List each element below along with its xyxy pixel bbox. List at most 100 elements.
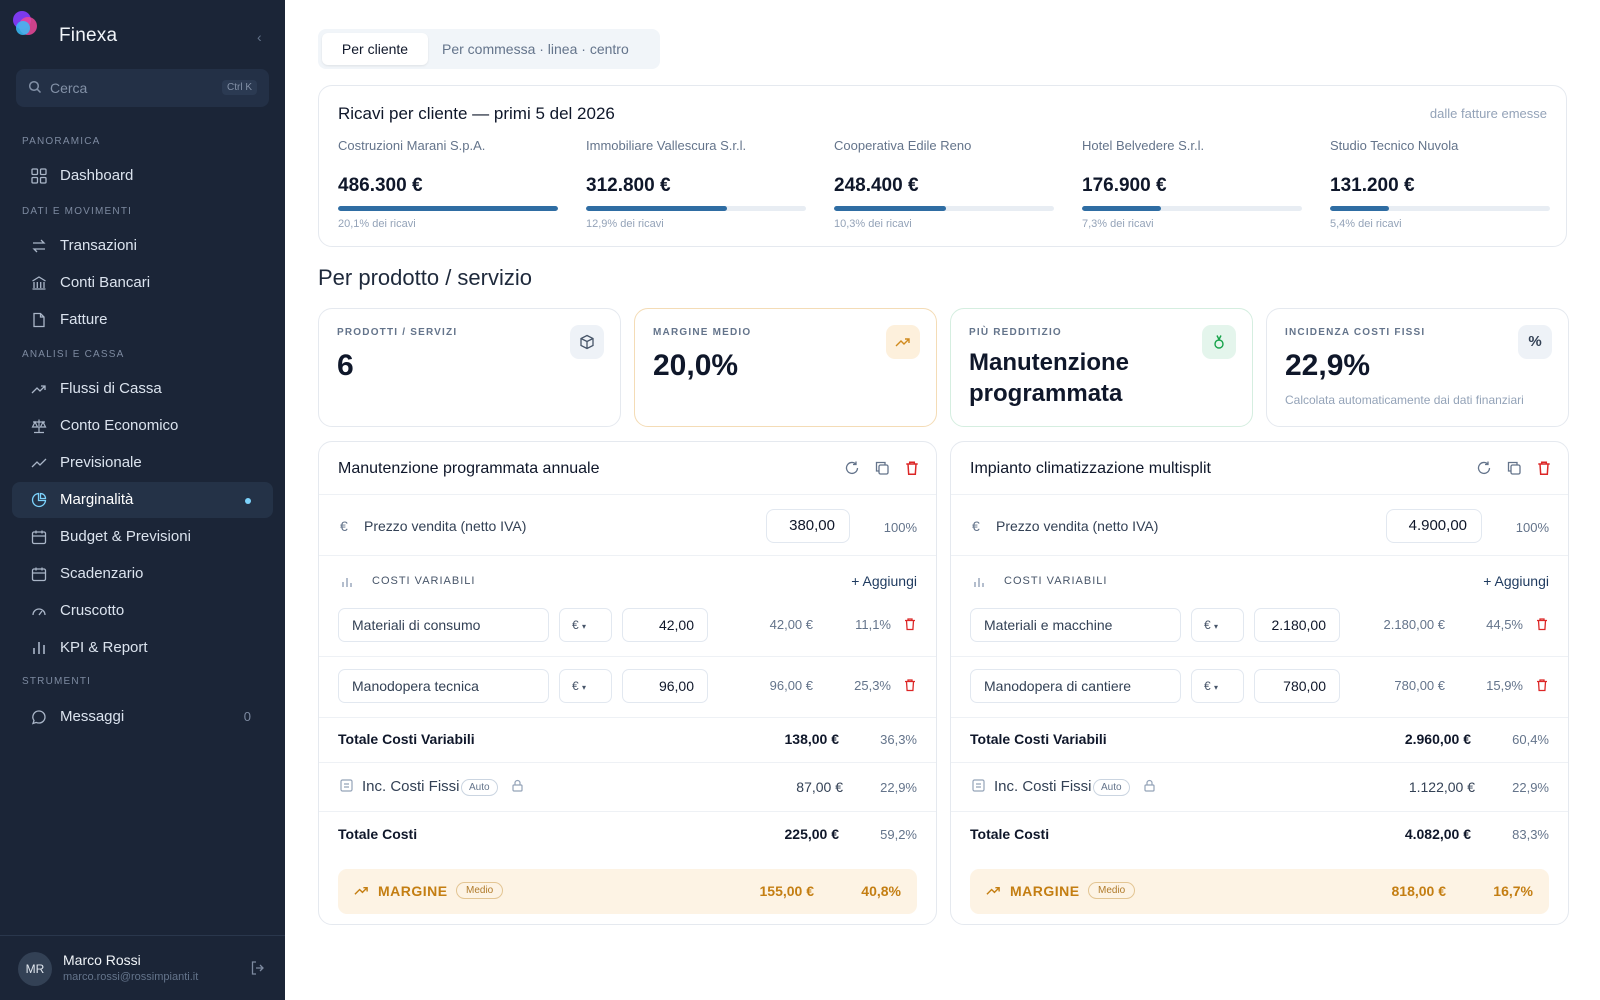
cost-pct: 25,3% xyxy=(854,678,891,693)
trash-icon[interactable] xyxy=(1535,678,1549,697)
currency-select[interactable]: € ▾ xyxy=(1191,608,1244,642)
fixed-costs-label: Inc. Costi Fissi xyxy=(994,778,1092,795)
kpi-value: 6 xyxy=(337,349,354,382)
sidebar-item-label: Marginalità xyxy=(60,491,134,508)
client-revenue: Studio Tecnico Nuvola 131.200 € 5,4% dei r… xyxy=(1330,138,1550,230)
trash-icon[interactable] xyxy=(903,678,917,697)
message-count: 0 xyxy=(243,709,251,724)
file-icon xyxy=(33,312,45,328)
sidebar-item-dashboard[interactable]: Dashboard xyxy=(12,158,273,194)
sidebar-item-scadenzario[interactable]: Scadenzario xyxy=(12,556,273,592)
client-share-fill xyxy=(586,206,727,211)
total-costs-label: Totale Costi xyxy=(338,826,418,842)
sidebar-item-label: Conto Economico xyxy=(60,417,179,434)
add-cost-button[interactable]: + Aggiungi xyxy=(1483,573,1549,589)
calendar-icon xyxy=(31,530,47,545)
tab-per-cliente[interactable]: Per cliente xyxy=(322,33,428,65)
client-share-bar xyxy=(1082,206,1302,211)
kpi-label: PIÙ REDDITIZIO xyxy=(969,327,1062,338)
cost-amount-input[interactable]: 96,00 xyxy=(622,669,708,703)
client-value: 248.400 € xyxy=(834,175,919,196)
variable-costs-heading: COSTI VARIABILI xyxy=(1004,575,1108,587)
kpi-incidenza-costi-fissi: INCIDENZA COSTI FISSI 22,9% Calcolata au… xyxy=(1266,308,1569,427)
section-strumenti: STRUMENTI xyxy=(22,676,92,687)
sidebar-item-conti-bancari[interactable]: Conti Bancari xyxy=(12,265,273,301)
client-share-bar xyxy=(338,206,558,211)
sidebar-item-conto-economico[interactable]: Conto Economico xyxy=(12,408,273,444)
search-input[interactable]: Cerca Ctrl K xyxy=(16,69,269,107)
section-analisi: ANALISI E CASSA xyxy=(22,349,125,360)
kpi-subtitle: Calcolata automaticamente dai dati finan… xyxy=(1285,393,1524,407)
cost-amount: 780,00 € xyxy=(1394,678,1445,693)
avatar[interactable]: MR xyxy=(18,952,52,986)
percent-icon: % xyxy=(1518,325,1552,359)
fixed-costs-value: 87,00 € xyxy=(796,779,843,795)
euro-icon: € xyxy=(340,518,348,534)
chevron-left-icon[interactable]: ‹ xyxy=(257,29,262,45)
margin-pct: 40,8% xyxy=(861,883,901,899)
logout-icon[interactable] xyxy=(250,960,266,976)
client-name: Costruzioni Marani S.p.A. xyxy=(338,138,486,153)
chevron-down-icon: ▾ xyxy=(1214,622,1219,631)
sidebar-item-transazioni[interactable]: Transazioni xyxy=(12,228,273,264)
cost-amount-input[interactable]: 780,00 xyxy=(1254,669,1340,703)
client-revenue: Cooperativa Edile Reno 248.400 € 10,3% dei… xyxy=(834,138,1054,230)
total-variable-pct: 36,3% xyxy=(880,732,917,747)
margin-row: MARGINE Medio 818,00 € 16,7% xyxy=(970,869,1549,914)
total-costs-pct: 59,2% xyxy=(880,827,917,842)
cost-pct: 11,1% xyxy=(855,617,891,632)
sidebar-item-label: Cruscotto xyxy=(60,602,125,619)
sidebar-item-flussi[interactable]: Flussi di Cassa xyxy=(12,371,273,407)
copy-icon[interactable] xyxy=(1506,460,1522,476)
add-cost-button[interactable]: + Aggiungi xyxy=(851,573,917,589)
price-input[interactable]: 4.900,00 xyxy=(1386,509,1482,543)
margin-label: MARGINE xyxy=(378,883,448,899)
total-costs-value: 225,00 € xyxy=(784,826,840,842)
sidebar-item-cruscotto[interactable]: Cruscotto xyxy=(12,593,273,629)
cost-name-input[interactable]: Manodopera di cantiere xyxy=(970,669,1181,703)
refresh-icon[interactable] xyxy=(1476,460,1492,476)
cost-amount-input[interactable]: 2.180,00 xyxy=(1254,608,1340,642)
finexa-logo xyxy=(13,11,37,35)
refresh-icon[interactable] xyxy=(844,460,860,476)
delete-icon[interactable] xyxy=(904,460,920,476)
delete-icon[interactable] xyxy=(1536,460,1552,476)
sidebar-item-label: Flussi di Cassa xyxy=(60,380,162,397)
cost-amount-input[interactable]: 42,00 xyxy=(622,608,708,642)
sidebar-item-previsionale[interactable]: Previsionale xyxy=(12,445,273,481)
sidebar-item-budget[interactable]: Budget & Previsioni xyxy=(12,519,273,555)
revenue-title: Ricavi per cliente — primi 5 del 2026 xyxy=(338,104,615,123)
user-email: marco.rossi@rossimpianti.it xyxy=(63,971,199,983)
tab-per-commessa[interactable]: Per commessa · linea · centro xyxy=(442,41,629,57)
cost-name-input[interactable]: Manodopera tecnica xyxy=(338,669,549,703)
divider xyxy=(951,656,1568,657)
kpi-prodotti: PRODOTTI / SERVIZI 6 xyxy=(318,308,621,427)
client-value: 176.900 € xyxy=(1082,175,1167,196)
kpi-piu-redditizio: PIÙ REDDITIZIO Manutenzione programmata xyxy=(950,308,1253,427)
total-costs-value: 4.082,00 € xyxy=(1404,826,1471,842)
sidebar-item-fatture[interactable]: Fatture xyxy=(12,302,273,338)
trend-up-icon xyxy=(986,886,1000,895)
margin-label: MARGINE xyxy=(1010,883,1080,899)
sidebar-item-label: Budget & Previsioni xyxy=(60,528,191,545)
building-icon xyxy=(340,779,353,792)
sidebar-item-marginalita[interactable]: Marginalità xyxy=(12,482,273,518)
divider xyxy=(951,494,1568,495)
total-variable-label: Totale Costi Variabili xyxy=(338,731,475,747)
trash-icon[interactable] xyxy=(1535,617,1549,636)
copy-icon[interactable] xyxy=(874,460,890,476)
currency-select[interactable]: € ▾ xyxy=(559,669,612,703)
sidebar-item-messaggi[interactable]: Messaggi 0 xyxy=(12,699,273,735)
price-input[interactable]: 380,00 xyxy=(766,509,850,543)
divider xyxy=(951,717,1568,718)
currency-select[interactable]: € ▾ xyxy=(1191,669,1244,703)
divider xyxy=(319,656,936,657)
currency-select[interactable]: € ▾ xyxy=(559,608,612,642)
products-title: Per prodotto / servizio xyxy=(318,265,532,290)
chat-icon xyxy=(31,710,46,725)
sidebar-item-kpi[interactable]: KPI & Report xyxy=(12,630,273,666)
cost-name-input[interactable]: Materiali di consumo xyxy=(338,608,549,642)
trash-icon[interactable] xyxy=(903,617,917,636)
product-title: Impianto climatizzazione multisplit xyxy=(970,460,1211,477)
cost-name-input[interactable]: Materiali e macchine xyxy=(970,608,1181,642)
